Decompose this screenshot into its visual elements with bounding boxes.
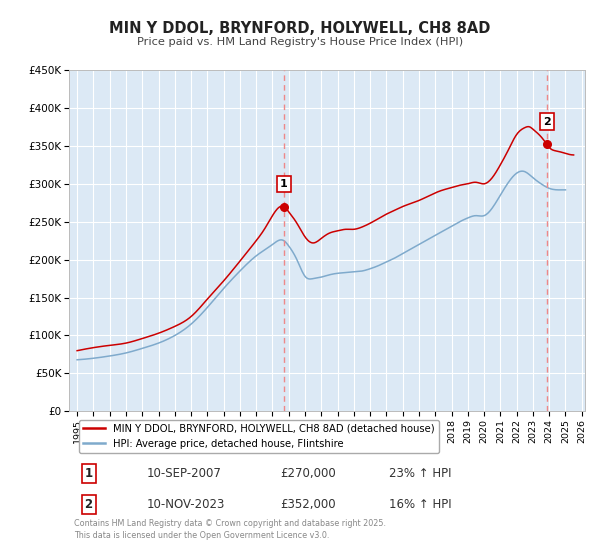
Text: Price paid vs. HM Land Registry's House Price Index (HPI): Price paid vs. HM Land Registry's House … [137,37,463,47]
Text: MIN Y DDOL, BRYNFORD, HOLYWELL, CH8 8AD: MIN Y DDOL, BRYNFORD, HOLYWELL, CH8 8AD [109,21,491,36]
Legend: MIN Y DDOL, BRYNFORD, HOLYWELL, CH8 8AD (detached house), HPI: Average price, de: MIN Y DDOL, BRYNFORD, HOLYWELL, CH8 8AD … [79,419,439,452]
Text: 10-NOV-2023: 10-NOV-2023 [146,498,225,511]
Text: 2: 2 [543,116,551,127]
Text: Contains HM Land Registry data © Crown copyright and database right 2025.
This d: Contains HM Land Registry data © Crown c… [74,520,386,540]
Text: £352,000: £352,000 [281,498,336,511]
Text: £270,000: £270,000 [281,467,337,480]
Text: 1: 1 [85,467,92,480]
Text: 23% ↑ HPI: 23% ↑ HPI [389,467,451,480]
Text: 16% ↑ HPI: 16% ↑ HPI [389,498,452,511]
Text: 10-SEP-2007: 10-SEP-2007 [146,467,221,480]
Text: 1: 1 [280,179,287,189]
Text: 2: 2 [85,498,92,511]
